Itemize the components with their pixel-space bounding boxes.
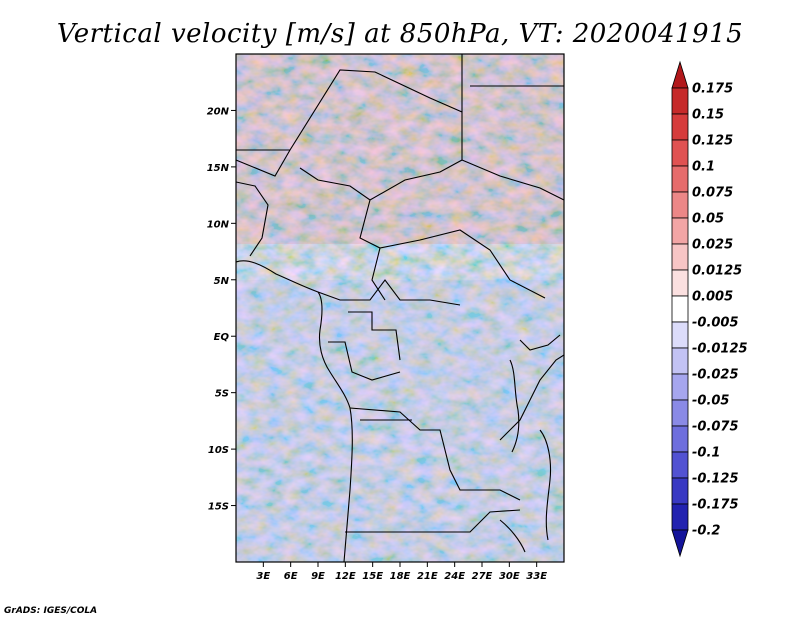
colorbar-label: 0.125: [692, 134, 733, 149]
colorbar-label: 0.0125: [692, 264, 742, 279]
lon-tick-label: 15E: [362, 571, 383, 582]
lat-tick-label: 15S: [208, 502, 229, 513]
colorbar-swatch: [671, 451, 689, 479]
colorbar-label: -0.2: [692, 524, 720, 539]
colorbar-swatch: [671, 139, 689, 167]
colorbar-swatch: [671, 165, 689, 193]
colorbar-label: 0.075: [692, 186, 733, 201]
colorbar-label: 0.025: [692, 238, 733, 253]
colorbar-swatch: [671, 113, 689, 141]
colorbar: 0.175 0.15 0.125 0.1 0.075 0.05 0.025 0.0125 0.0…: [671, 60, 748, 558]
colorbar-swatch: [671, 60, 689, 89]
longitude-axis: 3E 6E 9E 12E 15E 18E 21E 24E 27E 30E 33E: [256, 562, 547, 582]
colorbar-swatch: [671, 425, 689, 453]
colorbar-label: -0.125: [692, 472, 739, 487]
colorbar-swatch: [671, 373, 689, 401]
lon-tick-label: 33E: [526, 571, 547, 582]
lon-tick-label: 9E: [311, 571, 325, 582]
lon-tick-label: 18E: [390, 571, 411, 582]
colorbar-label: -0.05: [692, 394, 729, 409]
colorbar-swatch: [671, 295, 689, 323]
colorbar-label: -0.1: [692, 446, 720, 461]
colorbar-label: -0.005: [692, 316, 739, 331]
colorbar-swatch: [671, 269, 689, 297]
lat-tick-label: 5N: [214, 276, 230, 287]
colorbar-swatch: [671, 243, 689, 271]
lon-tick-label: 12E: [335, 571, 356, 582]
lat-tick-label: EQ: [214, 332, 230, 343]
lon-tick-label: 3E: [256, 571, 270, 582]
colorbar-label: 0.1: [692, 160, 715, 175]
country-borders: [236, 54, 564, 562]
colorbar-swatch: [671, 191, 689, 219]
colorbar-label: 0.15: [692, 108, 724, 123]
grads-credit: GrADS: IGES/COLA: [4, 606, 97, 616]
colorbar-swatch: [671, 529, 689, 558]
colorbar-swatch: [671, 399, 689, 427]
map-title: Vertical velocity [m/s] at 850hPa, VT: 2…: [57, 19, 743, 49]
colorbar-label: -0.175: [692, 498, 739, 513]
lat-tick-label: 10S: [208, 445, 229, 456]
colorbar-swatch: [671, 87, 689, 115]
colorbar-label: 0.05: [692, 212, 724, 227]
colorbar-label: 0.005: [692, 290, 733, 305]
vertical-velocity-field: [236, 54, 564, 562]
colorbar-swatch: [671, 477, 689, 505]
lat-tick-label: 20N: [207, 106, 230, 117]
colorbar-label: 0.175: [692, 82, 733, 97]
lat-tick-label: 10N: [207, 219, 230, 230]
lat-tick-label: 15N: [207, 163, 230, 174]
colorbar-swatch: [671, 347, 689, 375]
lat-tick-label: 5S: [215, 389, 229, 400]
lon-tick-label: 6E: [284, 571, 298, 582]
lon-tick-label: 24E: [444, 571, 465, 582]
lon-tick-label: 30E: [499, 571, 520, 582]
lon-tick-label: 27E: [472, 571, 493, 582]
colorbar-swatch: [671, 321, 689, 349]
latitude-axis: 20N 15N 10N 5N EQ 5S 10S 15S: [207, 106, 236, 513]
lon-tick-label: 21E: [417, 571, 438, 582]
colorbar-label: -0.025: [692, 368, 739, 383]
colorbar-swatch: [671, 217, 689, 245]
colorbar-label: -0.075: [692, 420, 739, 435]
colorbar-swatch: [671, 503, 689, 531]
colorbar-label: -0.0125: [692, 342, 748, 357]
